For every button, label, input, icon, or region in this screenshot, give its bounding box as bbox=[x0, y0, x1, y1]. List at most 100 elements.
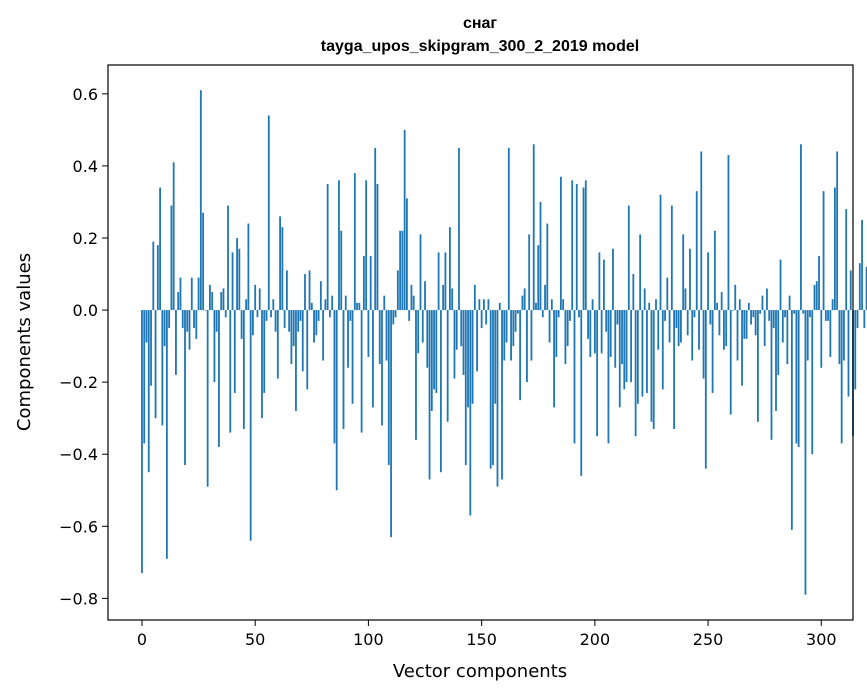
bar-46 bbox=[245, 299, 248, 311]
bar-216 bbox=[630, 310, 632, 383]
bar-313 bbox=[849, 270, 852, 311]
bar-123 bbox=[419, 234, 422, 311]
bar-9 bbox=[161, 310, 164, 426]
bar-251 bbox=[709, 310, 712, 325]
bar-185 bbox=[559, 176, 562, 311]
bar-160 bbox=[503, 310, 506, 361]
bar-294 bbox=[806, 310, 809, 361]
bar-145 bbox=[469, 310, 472, 516]
bar-172 bbox=[530, 310, 533, 361]
bar-196 bbox=[584, 180, 587, 311]
bar-96 bbox=[358, 302, 361, 311]
bar-1 bbox=[143, 310, 146, 444]
bar-226 bbox=[652, 310, 655, 429]
y-tick-label: −0.4 bbox=[59, 445, 98, 464]
bar-150 bbox=[480, 310, 483, 329]
bar-302 bbox=[824, 310, 827, 321]
bars-group bbox=[141, 90, 867, 595]
bar-256 bbox=[720, 292, 723, 311]
bar-273 bbox=[759, 310, 762, 314]
bar-170 bbox=[526, 310, 528, 383]
bar-79 bbox=[319, 281, 322, 311]
bar-101 bbox=[369, 256, 372, 311]
bar-128 bbox=[430, 310, 433, 411]
bar-199 bbox=[591, 299, 594, 311]
bar-100 bbox=[367, 310, 370, 357]
bar-24 bbox=[195, 310, 198, 339]
bar-182 bbox=[553, 310, 555, 408]
bar-202 bbox=[598, 252, 601, 311]
bar-103 bbox=[374, 147, 377, 311]
bar-174 bbox=[535, 302, 537, 311]
bar-109 bbox=[387, 310, 390, 466]
bar-259 bbox=[727, 155, 730, 311]
bar-20 bbox=[186, 310, 189, 332]
bar-229 bbox=[659, 194, 662, 311]
bar-233 bbox=[668, 310, 671, 343]
bar-98 bbox=[362, 256, 365, 311]
bar-5 bbox=[152, 241, 155, 311]
bar-17 bbox=[179, 277, 182, 311]
bar-62 bbox=[281, 227, 284, 311]
bar-136 bbox=[449, 227, 451, 311]
bar-188 bbox=[566, 310, 569, 347]
bar-240 bbox=[684, 288, 687, 311]
bar-94 bbox=[353, 173, 356, 311]
y-tick-label: 0.2 bbox=[73, 229, 98, 248]
bar-299 bbox=[818, 256, 820, 311]
bar-187 bbox=[564, 310, 567, 365]
bar-80 bbox=[322, 310, 325, 361]
bar-10 bbox=[163, 310, 166, 347]
x-tick-label: 250 bbox=[693, 630, 724, 649]
bar-195 bbox=[582, 187, 585, 311]
bar-268 bbox=[747, 302, 750, 311]
bar-52 bbox=[258, 288, 261, 311]
bar-86 bbox=[335, 310, 338, 491]
bar-104 bbox=[376, 183, 379, 311]
bar-88 bbox=[340, 230, 343, 311]
bar-34 bbox=[218, 310, 220, 448]
bar-212 bbox=[621, 310, 623, 365]
bar-308 bbox=[838, 310, 841, 365]
bar-317 bbox=[858, 263, 861, 311]
bar-272 bbox=[756, 310, 759, 422]
y-axis-ticks: −0.8 −0.6 −0.4 −0.2 0.0 0.2 0.4 0.6 bbox=[59, 85, 108, 608]
bar-4 bbox=[150, 310, 152, 386]
bar-108 bbox=[385, 310, 388, 361]
bar-213 bbox=[623, 310, 626, 390]
bar-236 bbox=[675, 310, 678, 329]
x-tick-label: 50 bbox=[245, 630, 265, 649]
bar-81 bbox=[324, 299, 327, 311]
chart-subtitle: tayga_upos_skipgram_300_2_2019 model bbox=[321, 38, 639, 55]
bar-297 bbox=[813, 284, 816, 311]
bar-315 bbox=[854, 310, 857, 390]
bar-51 bbox=[256, 310, 259, 318]
bar-28 bbox=[204, 310, 207, 311]
x-tick-label: 150 bbox=[466, 630, 497, 649]
bar-280 bbox=[775, 310, 777, 411]
bar-115 bbox=[401, 230, 404, 311]
bar-33 bbox=[215, 310, 218, 332]
bar-197 bbox=[587, 310, 589, 339]
bar-97 bbox=[360, 310, 363, 433]
bar-72 bbox=[304, 274, 306, 311]
bar-83 bbox=[329, 310, 331, 318]
bar-134 bbox=[444, 252, 447, 311]
bar-235 bbox=[673, 310, 676, 429]
bar-282 bbox=[779, 259, 782, 311]
bar-286 bbox=[788, 295, 791, 311]
bar-241 bbox=[686, 310, 689, 336]
bar-65 bbox=[288, 310, 291, 332]
bar-141 bbox=[460, 310, 463, 347]
x-tick-label: 200 bbox=[580, 630, 611, 649]
bar-305 bbox=[831, 299, 834, 311]
bar-159 bbox=[501, 310, 503, 480]
bar-310 bbox=[843, 310, 845, 361]
bar-320 bbox=[865, 266, 867, 311]
bar-117 bbox=[406, 198, 408, 311]
bar-32 bbox=[213, 310, 216, 383]
bar-45 bbox=[242, 310, 245, 429]
bar-210 bbox=[616, 310, 619, 325]
bar-222 bbox=[643, 288, 646, 311]
